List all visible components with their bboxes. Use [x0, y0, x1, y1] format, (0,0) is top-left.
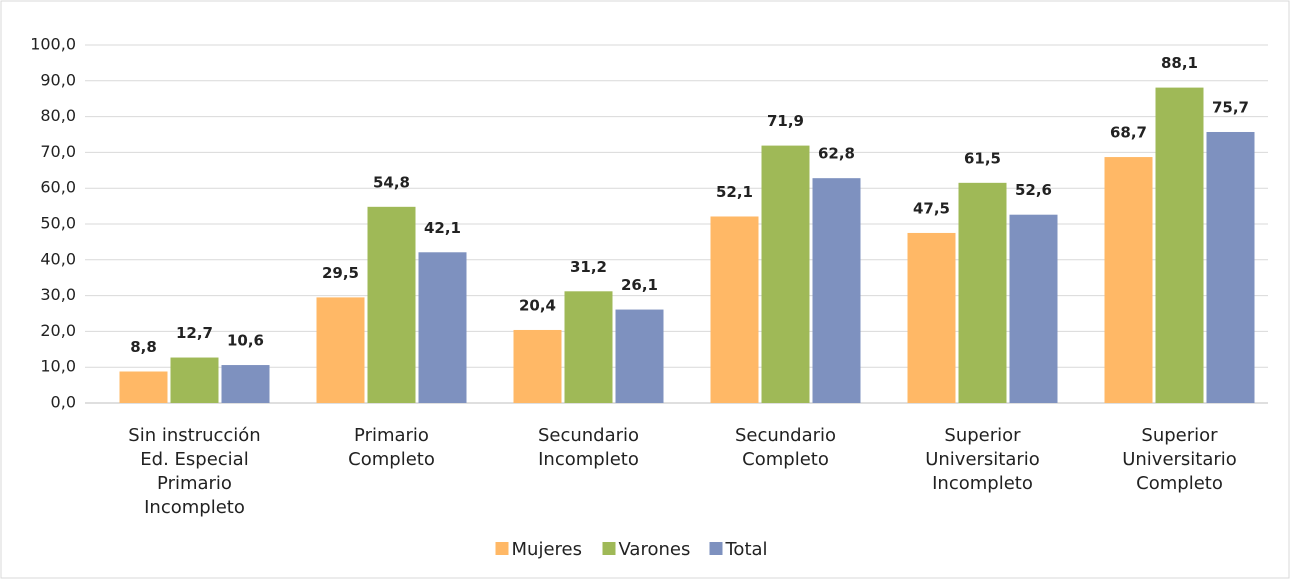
value-label: 61,5 [964, 149, 1001, 167]
y-tick-label: 40,0 [40, 249, 76, 268]
bar [170, 357, 219, 403]
legend-label: Mujeres [512, 539, 582, 560]
value-label: 75,7 [1212, 98, 1249, 116]
value-label: 12,7 [176, 324, 213, 342]
value-label: 10,6 [227, 332, 264, 350]
x-tick-label: Completo [348, 449, 435, 470]
x-tick-label: Primario [157, 473, 232, 494]
x-tick-label: Completo [1136, 473, 1223, 494]
value-label: 42,1 [424, 219, 461, 237]
bar [710, 216, 759, 403]
bar [1155, 87, 1204, 404]
y-tick-label: 30,0 [40, 285, 76, 304]
value-label: 88,1 [1161, 54, 1198, 72]
value-label: 62,8 [818, 145, 855, 163]
value-label: 8,8 [130, 338, 157, 356]
value-label: 68,7 [1110, 124, 1147, 142]
value-label: 26,1 [621, 276, 658, 294]
x-tick-label: Secundario [538, 425, 639, 446]
value-label: 20,4 [519, 296, 556, 314]
value-label: 54,8 [373, 173, 410, 191]
bar [1009, 214, 1058, 403]
bar [1104, 157, 1153, 403]
y-tick-label: 70,0 [40, 142, 76, 161]
bar [812, 178, 861, 403]
value-label: 52,6 [1015, 181, 1052, 199]
y-tick-label: 60,0 [40, 178, 76, 197]
y-tick-label: 80,0 [40, 106, 76, 125]
y-tick-label: 100,0 [30, 35, 76, 54]
legend-swatch [602, 542, 616, 555]
value-label: 31,2 [570, 258, 607, 276]
legend-label: Varones [619, 539, 691, 560]
legend-swatch [495, 542, 509, 555]
x-tick-label: Ed. Especial [140, 449, 248, 470]
bar [418, 252, 467, 403]
x-tick-label: Incompleto [538, 449, 639, 470]
x-tick-label: Incompleto [932, 473, 1033, 494]
x-tick-label: Superior [1141, 425, 1218, 446]
bar [615, 309, 664, 403]
y-tick-label: 90,0 [40, 70, 76, 89]
value-label: 52,1 [716, 183, 753, 201]
x-tick-label: Universitario [925, 449, 1040, 470]
value-label: 47,5 [913, 199, 950, 217]
bar [221, 365, 270, 403]
bar [958, 182, 1007, 403]
x-tick-label: Superior [944, 425, 1021, 446]
x-tick-label: Completo [742, 449, 829, 470]
bar [761, 145, 810, 403]
x-tick-label: Secundario [735, 425, 836, 446]
x-tick-label: Incompleto [144, 497, 245, 518]
bar [907, 232, 956, 403]
bar [367, 206, 416, 403]
x-tick-label: Primario [354, 425, 429, 446]
bar [316, 297, 365, 403]
y-tick-label: 10,0 [40, 357, 76, 376]
y-tick-label: 50,0 [40, 214, 76, 233]
value-label: 29,5 [322, 264, 359, 282]
x-tick-label: Universitario [1122, 449, 1237, 470]
y-tick-label: 0,0 [51, 393, 76, 412]
bar [119, 371, 168, 403]
y-tick-label: 20,0 [40, 321, 76, 340]
bar [513, 329, 562, 403]
bar [564, 291, 613, 403]
value-label: 71,9 [767, 112, 804, 130]
x-tick-label: Sin instrucción [128, 425, 260, 446]
legend-swatch [709, 542, 723, 555]
legend-label: Total [725, 539, 768, 560]
bar [1206, 131, 1255, 403]
